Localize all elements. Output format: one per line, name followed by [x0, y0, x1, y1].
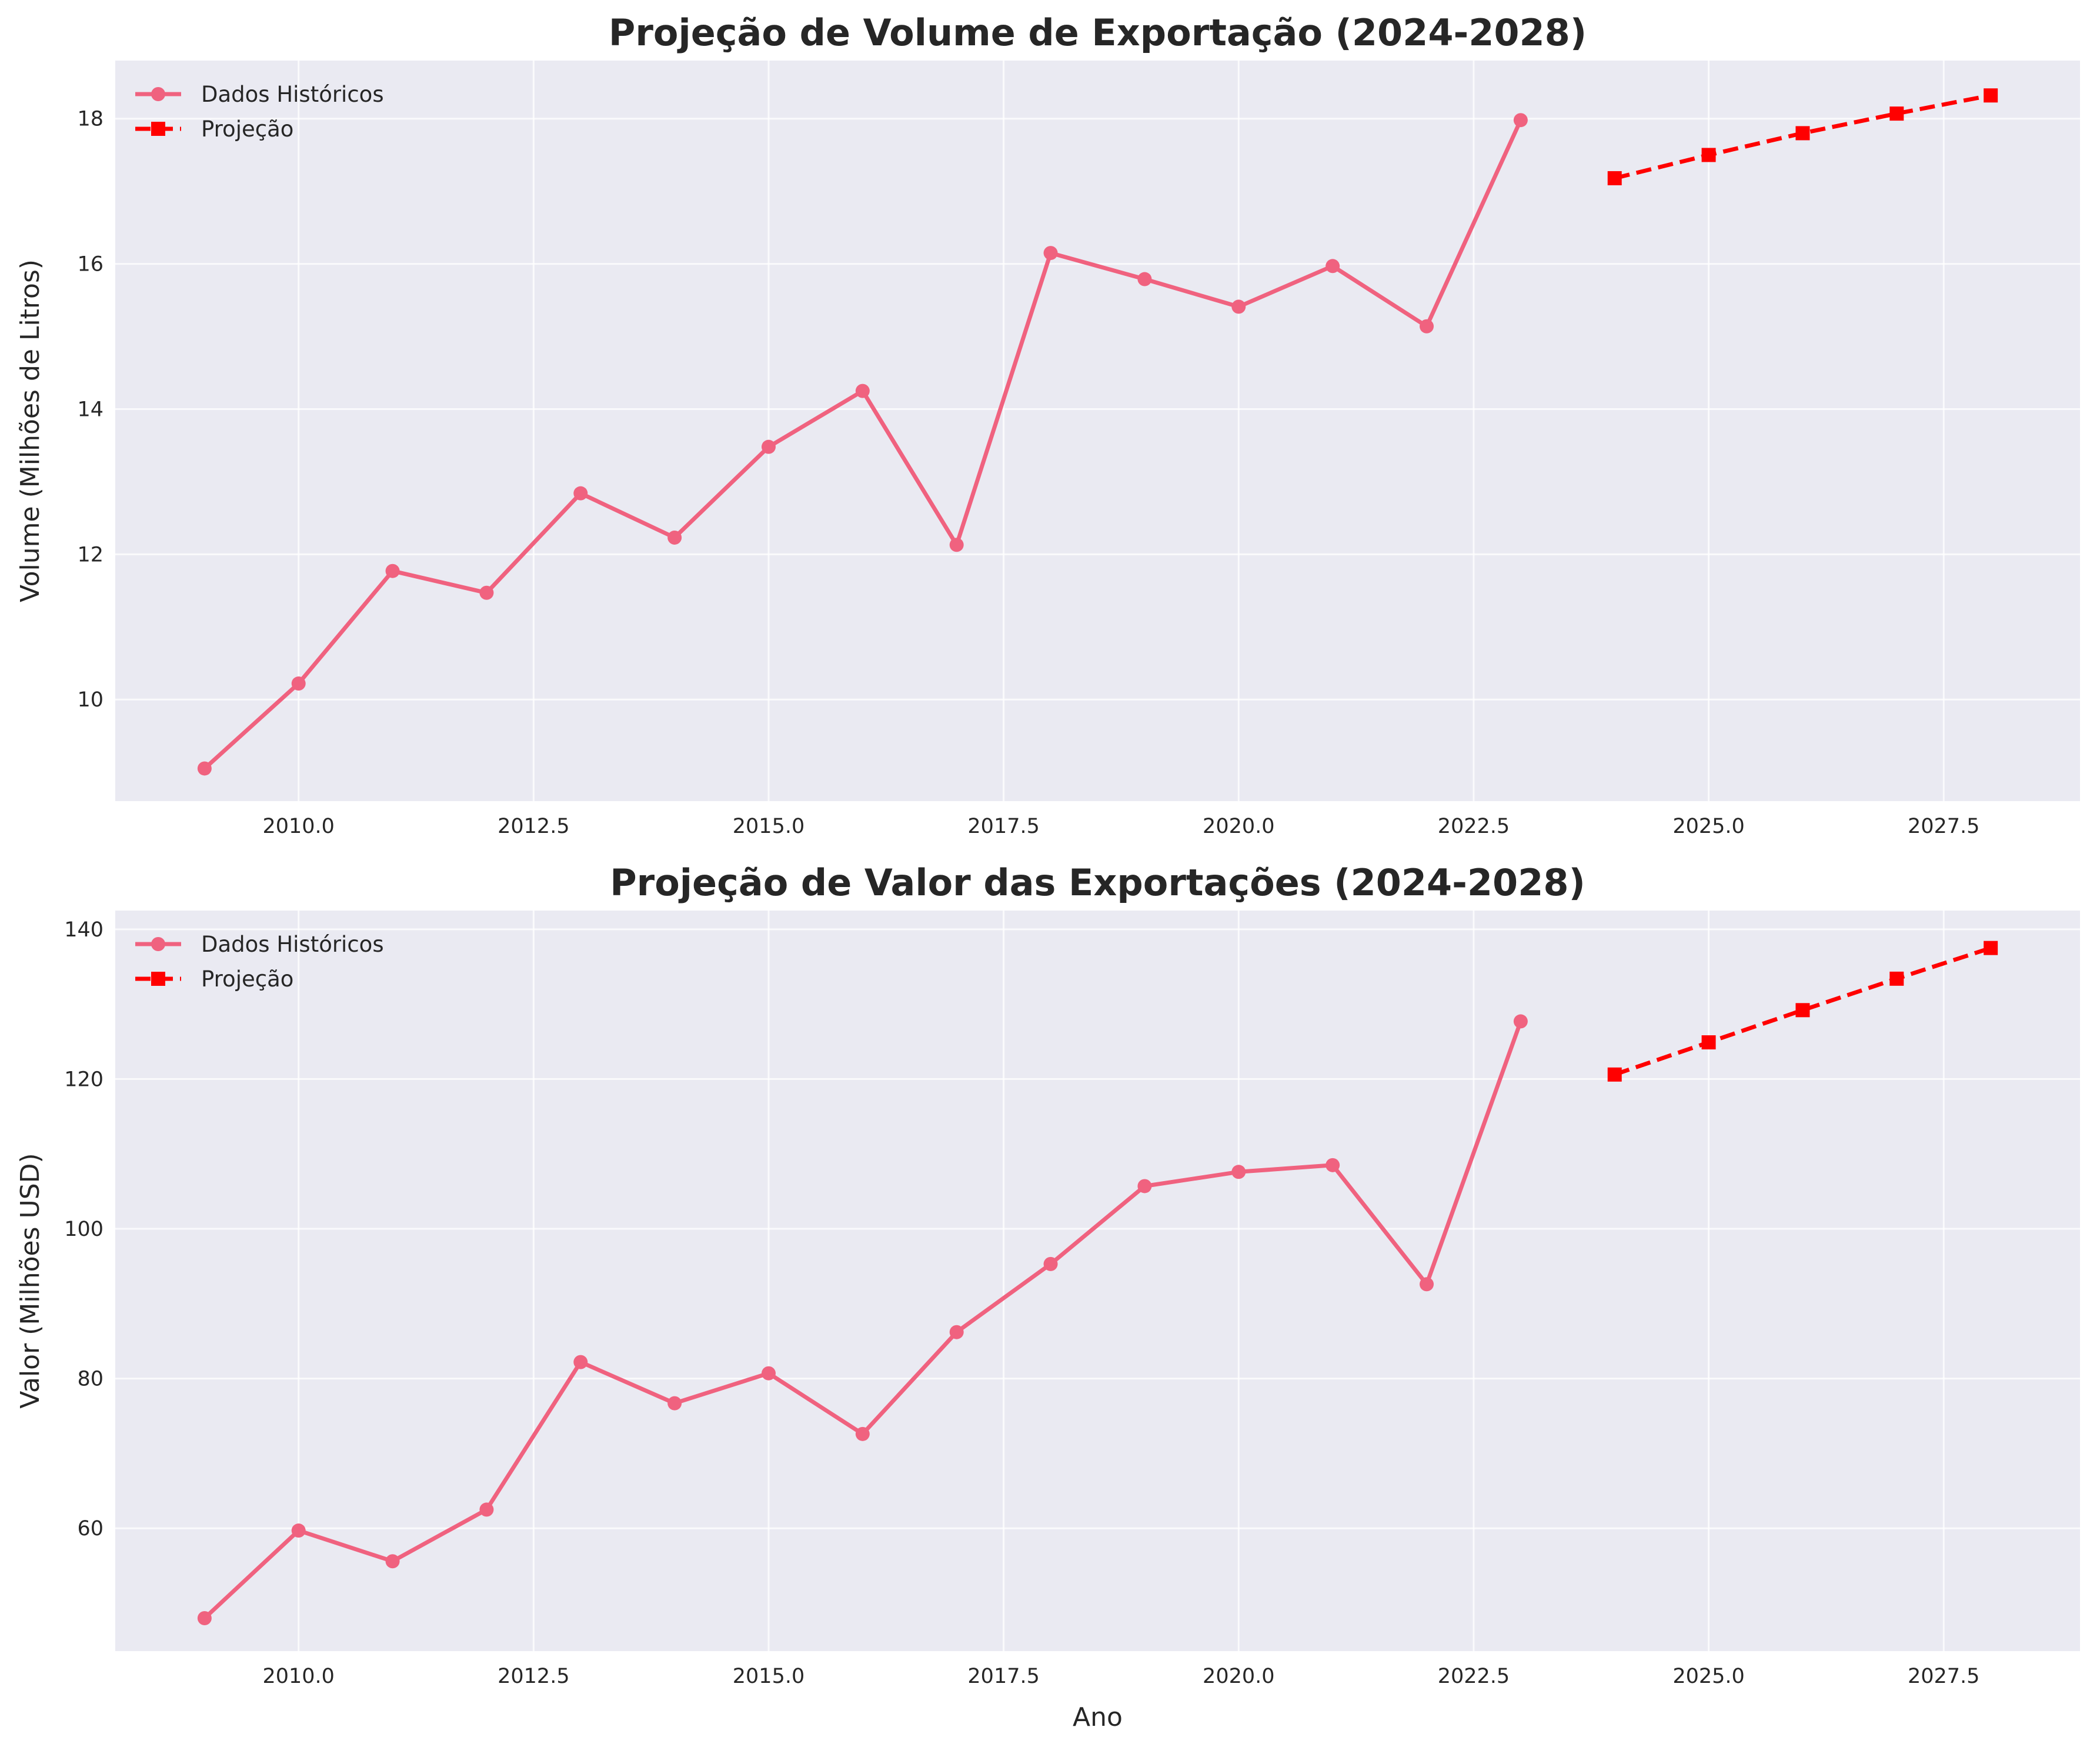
volume-historical-point	[667, 530, 682, 545]
volume-projection-point	[1701, 148, 1716, 162]
volume-legend: Dados Históricos Projeção	[135, 82, 384, 142]
volume-series-layer	[197, 88, 1998, 776]
value-y-tick-label: 100	[64, 1218, 104, 1241]
volume-historical-point	[479, 585, 494, 600]
legend-item-historical: Dados Históricos	[135, 82, 384, 107]
legend-projection-marker	[151, 972, 165, 986]
volume-x-tick-label: 2017.5	[967, 815, 1039, 838]
volume-historical-point	[1419, 319, 1434, 334]
legend-historical-marker	[151, 87, 165, 101]
value-x-tick-label: 2015.0	[733, 1665, 804, 1688]
volume-projection-point	[1984, 88, 1998, 103]
value-y-tick-label: 140	[64, 918, 104, 942]
value-historical-point	[385, 1554, 400, 1569]
volume-historical-point	[949, 538, 964, 552]
value-historical-point	[667, 1396, 682, 1411]
value-historical-point	[1326, 1158, 1340, 1172]
volume-historical-point	[1043, 246, 1058, 261]
value-historical-point	[762, 1366, 776, 1381]
value-grid	[115, 911, 2080, 1651]
volume-y-tick-labels: 10 12 14 16 18	[77, 108, 104, 712]
value-projection-point	[1607, 1067, 1622, 1082]
value-historical-point	[1137, 1179, 1152, 1193]
value-chart-title: Projeção de Valor das Exportações (2024-…	[610, 861, 1585, 904]
legend-item-projection: Projeção	[135, 116, 293, 142]
legend-projection-label: Projeção	[201, 116, 293, 142]
volume-y-tick-label: 18	[77, 108, 104, 131]
volume-y-tick-label: 14	[77, 398, 104, 421]
value-historical-point	[479, 1502, 494, 1517]
value-plot-area	[115, 911, 2080, 1651]
volume-historical-point	[573, 486, 588, 501]
value-y-tick-label: 80	[77, 1368, 104, 1391]
value-x-tick-label: 2010.0	[262, 1665, 334, 1688]
value-x-tick-label: 2017.5	[967, 1665, 1039, 1688]
value-historical-point	[573, 1355, 588, 1369]
volume-historical-point	[1513, 113, 1528, 128]
volume-historical-point	[197, 761, 212, 776]
legend-projection-marker	[151, 122, 165, 136]
legend-projection-label: Projeção	[201, 966, 293, 992]
value-y-axis-label: Valor (Milhões USD)	[15, 1153, 45, 1408]
value-x-tick-label: 2027.5	[1908, 1665, 1979, 1688]
volume-x-tick-label: 2020.0	[1203, 815, 1274, 838]
value-projection-point	[1701, 1035, 1716, 1050]
value-chart-panel: 2010.0 2012.5 2015.0 2017.5 2020.0 2022.5 2025…	[15, 861, 2080, 1732]
volume-historical-point	[1231, 299, 1246, 314]
volume-plot-area	[115, 61, 2080, 801]
value-historical-point	[291, 1523, 306, 1538]
legend-historical-label: Dados Históricos	[201, 932, 384, 957]
value-legend: Dados Históricos Projeção	[135, 932, 384, 992]
volume-projection-point	[1889, 106, 1904, 121]
volume-x-tick-label: 2027.5	[1908, 815, 1979, 838]
volume-x-tick-label: 2025.0	[1672, 815, 1744, 838]
volume-y-tick-label: 10	[77, 688, 104, 712]
value-projection-point	[1889, 971, 1904, 986]
value-x-tick-labels: 2010.0 2012.5 2015.0 2017.5 2020.0 2022.5 2025…	[262, 1665, 1979, 1688]
volume-historical-point	[762, 439, 776, 454]
legend-historical-marker	[151, 937, 165, 951]
value-projection-point	[1795, 1003, 1810, 1018]
value-historical-point	[1513, 1014, 1528, 1029]
volume-projection-point	[1795, 126, 1810, 141]
value-historical-point	[855, 1426, 870, 1441]
volume-historical-point	[291, 676, 306, 691]
value-historical-point	[1419, 1277, 1434, 1292]
value-y-tick-label: 60	[77, 1517, 104, 1541]
value-historical-point	[1043, 1256, 1058, 1271]
volume-x-tick-label: 2012.5	[498, 815, 569, 838]
volume-x-tick-label: 2022.5	[1438, 815, 1510, 838]
volume-historical-point	[385, 564, 400, 578]
value-historical-point	[949, 1325, 964, 1339]
volume-projection-point	[1607, 171, 1622, 185]
volume-x-tick-labels: 2010.0 2012.5 2015.0 2017.5 2020.0 2022.5 2025…	[262, 815, 1979, 838]
value-historical-point	[1231, 1165, 1246, 1179]
volume-chart-title: Projeção de Volume de Exportação (2024-2…	[609, 11, 1587, 54]
volume-y-axis-label: Volume (Milhões de Litros)	[15, 259, 45, 602]
volume-x-tick-label: 2015.0	[733, 815, 804, 838]
value-y-tick-labels: 60 80 100 120 140	[64, 918, 104, 1541]
volume-y-tick-label: 12	[77, 543, 104, 566]
value-projection-point	[1984, 941, 1998, 955]
legend-item-projection: Projeção	[135, 966, 293, 992]
volume-grid	[115, 61, 2080, 801]
value-x-axis-label: Ano	[1073, 1702, 1123, 1732]
volume-x-tick-label: 2010.0	[262, 815, 334, 838]
volume-chart-panel: 2010.0 2012.5 2015.0 2017.5 2020.0 2022.5 2025…	[15, 11, 2080, 838]
legend-item-historical: Dados Históricos	[135, 932, 384, 957]
value-historical-point	[197, 1611, 212, 1625]
value-series-layer	[197, 941, 1998, 1625]
value-x-tick-label: 2025.0	[1672, 1665, 1744, 1688]
legend-historical-label: Dados Históricos	[201, 82, 384, 107]
volume-y-tick-label: 16	[77, 253, 104, 276]
value-y-tick-label: 120	[64, 1068, 104, 1091]
volume-historical-point	[855, 384, 870, 398]
volume-historical-point	[1137, 272, 1152, 286]
value-x-tick-label: 2020.0	[1203, 1665, 1274, 1688]
value-x-tick-label: 2012.5	[498, 1665, 569, 1688]
volume-historical-point	[1326, 259, 1340, 274]
value-x-tick-label: 2022.5	[1438, 1665, 1510, 1688]
